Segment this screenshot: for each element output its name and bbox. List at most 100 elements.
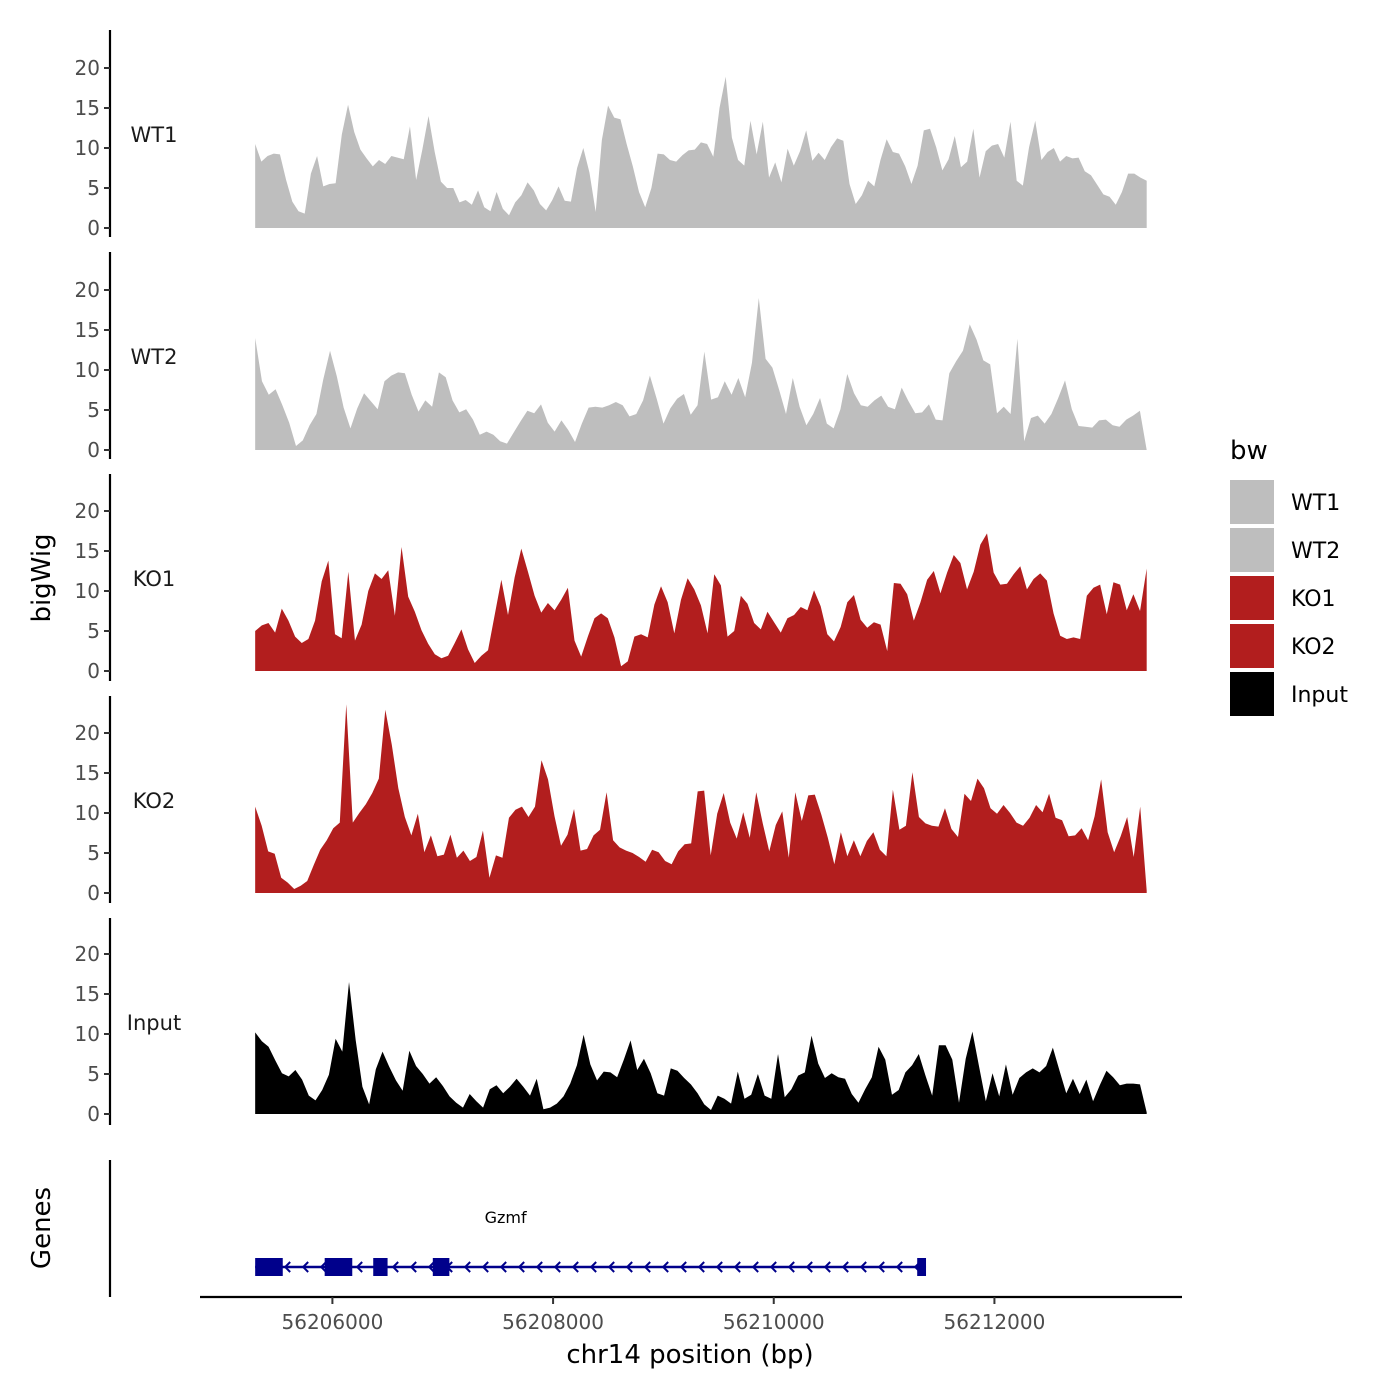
strand-arrow bbox=[823, 1261, 831, 1273]
strand-arrow bbox=[625, 1261, 633, 1273]
y-tick-label: 20 bbox=[75, 56, 100, 80]
y-tick-label: 10 bbox=[75, 358, 100, 382]
y-tick-label: 0 bbox=[87, 1102, 100, 1126]
strand-arrow bbox=[715, 1261, 723, 1273]
y-tick-label: 10 bbox=[75, 801, 100, 825]
track-label: KO1 bbox=[133, 567, 176, 591]
legend-item-input: Input bbox=[1230, 672, 1348, 716]
x-tick-label: 56208000 bbox=[502, 1310, 604, 1334]
strand-arrow bbox=[805, 1261, 813, 1273]
y-tick-label: 20 bbox=[75, 721, 100, 745]
track-wt2: 0 5 10 15 20 WT2 bbox=[75, 252, 1147, 462]
strand-arrow bbox=[535, 1261, 543, 1273]
track-label: WT2 bbox=[131, 345, 178, 369]
strand-arrow bbox=[283, 1261, 291, 1273]
track-wt1: 0 5 10 15 20 WT1 bbox=[75, 30, 1147, 240]
gene-gzmf: Gzmf bbox=[255, 1208, 927, 1276]
y-tick-label: 5 bbox=[87, 176, 100, 200]
legend-label: WT2 bbox=[1291, 539, 1340, 564]
y-tick-label: 5 bbox=[87, 398, 100, 422]
track-label: KO2 bbox=[133, 789, 176, 813]
y-tick-label: 20 bbox=[75, 278, 100, 302]
exon bbox=[255, 1258, 283, 1276]
strand-arrow bbox=[895, 1261, 903, 1273]
legend: WT1 WT2 KO1 KO2 Input bbox=[1230, 480, 1348, 716]
strand-arrow bbox=[499, 1261, 507, 1273]
y-tick-label: 20 bbox=[75, 499, 100, 523]
y-tick-label: 15 bbox=[75, 761, 100, 785]
legend-label: KO2 bbox=[1291, 635, 1336, 660]
x-tick-label: 56212000 bbox=[944, 1310, 1046, 1334]
x-axis-title: chr14 position (bp) bbox=[566, 1340, 813, 1370]
legend-title: bw bbox=[1230, 436, 1268, 466]
y-tick-label: 15 bbox=[75, 96, 100, 120]
y-axis-title-bigwig: bigWig bbox=[27, 533, 57, 622]
exon bbox=[324, 1258, 353, 1276]
coverage-area-wt2 bbox=[255, 298, 1147, 450]
strand-arrow bbox=[733, 1261, 741, 1273]
y-tick-label: 5 bbox=[87, 1062, 100, 1086]
strand-arrow bbox=[697, 1261, 705, 1273]
y-tick-label: 0 bbox=[87, 438, 100, 462]
strand-arrow bbox=[877, 1261, 885, 1273]
x-axis: 56206000 56208000 56210000 56212000 bbox=[200, 1295, 1182, 1334]
strand-arrow bbox=[355, 1261, 363, 1273]
gene-label: Gzmf bbox=[485, 1208, 527, 1227]
y-tick-label: 15 bbox=[75, 318, 100, 342]
y-tick-label: 10 bbox=[75, 579, 100, 603]
legend-item-ko1: KO1 bbox=[1230, 576, 1336, 620]
strand-arrow bbox=[787, 1261, 795, 1273]
strand-arrow bbox=[679, 1261, 687, 1273]
tracks-layer: 0 5 10 15 20 WT1 0 5 10 15 20 WT2 0 5 10 15 20 KO1 0 5 10 15 2… bbox=[75, 30, 1147, 1126]
strand-arrow bbox=[553, 1261, 561, 1273]
exon bbox=[373, 1258, 388, 1276]
y-tick-label: 0 bbox=[87, 659, 100, 683]
strand-arrow bbox=[427, 1261, 435, 1273]
strand-arrow bbox=[769, 1261, 777, 1273]
y-axis-title-genes: Genes bbox=[27, 1187, 57, 1269]
legend-item-wt1: WT1 bbox=[1230, 480, 1340, 524]
exon bbox=[432, 1258, 450, 1276]
strand-arrow bbox=[643, 1261, 651, 1273]
y-tick-label: 0 bbox=[87, 216, 100, 240]
strand-arrow bbox=[463, 1261, 471, 1273]
track-input: 0 5 10 15 20 Input bbox=[75, 918, 1147, 1126]
exon bbox=[917, 1258, 927, 1276]
legend-item-wt2: WT2 bbox=[1230, 528, 1340, 572]
coverage-area-wt1 bbox=[255, 76, 1147, 228]
coverage-area-ko1 bbox=[255, 533, 1147, 671]
strand-arrow bbox=[589, 1261, 597, 1273]
y-tick-label: 10 bbox=[75, 136, 100, 160]
legend-label: Input bbox=[1291, 683, 1348, 708]
track-label: Input bbox=[127, 1011, 181, 1035]
strand-arrow bbox=[841, 1261, 849, 1273]
y-tick-label: 10 bbox=[75, 1022, 100, 1046]
legend-item-ko2: KO2 bbox=[1230, 624, 1336, 668]
strand-arrow bbox=[661, 1261, 669, 1273]
y-tick-label: 0 bbox=[87, 881, 100, 905]
coverage-area-input bbox=[255, 982, 1147, 1114]
track-ko1: 0 5 10 15 20 KO1 bbox=[75, 474, 1147, 683]
x-tick-label: 56210000 bbox=[723, 1310, 825, 1334]
genes-panel: Gzmf bbox=[108, 1160, 927, 1297]
y-tick-label: 15 bbox=[75, 982, 100, 1006]
legend-swatch bbox=[1230, 576, 1274, 620]
strand-arrow bbox=[751, 1261, 759, 1273]
y-tick-label: 15 bbox=[75, 539, 100, 563]
strand-arrow bbox=[517, 1261, 525, 1273]
strand-arrow bbox=[481, 1261, 489, 1273]
strand-arrow bbox=[859, 1261, 867, 1273]
strand-arrow bbox=[391, 1261, 399, 1273]
strand-arrow bbox=[409, 1261, 417, 1273]
legend-swatch bbox=[1230, 528, 1274, 572]
legend-swatch bbox=[1230, 480, 1274, 524]
legend-label: KO1 bbox=[1291, 587, 1336, 612]
legend-swatch bbox=[1230, 672, 1274, 716]
strand-arrow bbox=[607, 1261, 615, 1273]
y-tick-label: 5 bbox=[87, 841, 100, 865]
y-tick-label: 5 bbox=[87, 619, 100, 643]
legend-label: WT1 bbox=[1291, 491, 1340, 516]
track-label: WT1 bbox=[131, 123, 178, 147]
track-ko2: 0 5 10 15 20 KO2 bbox=[75, 696, 1147, 905]
